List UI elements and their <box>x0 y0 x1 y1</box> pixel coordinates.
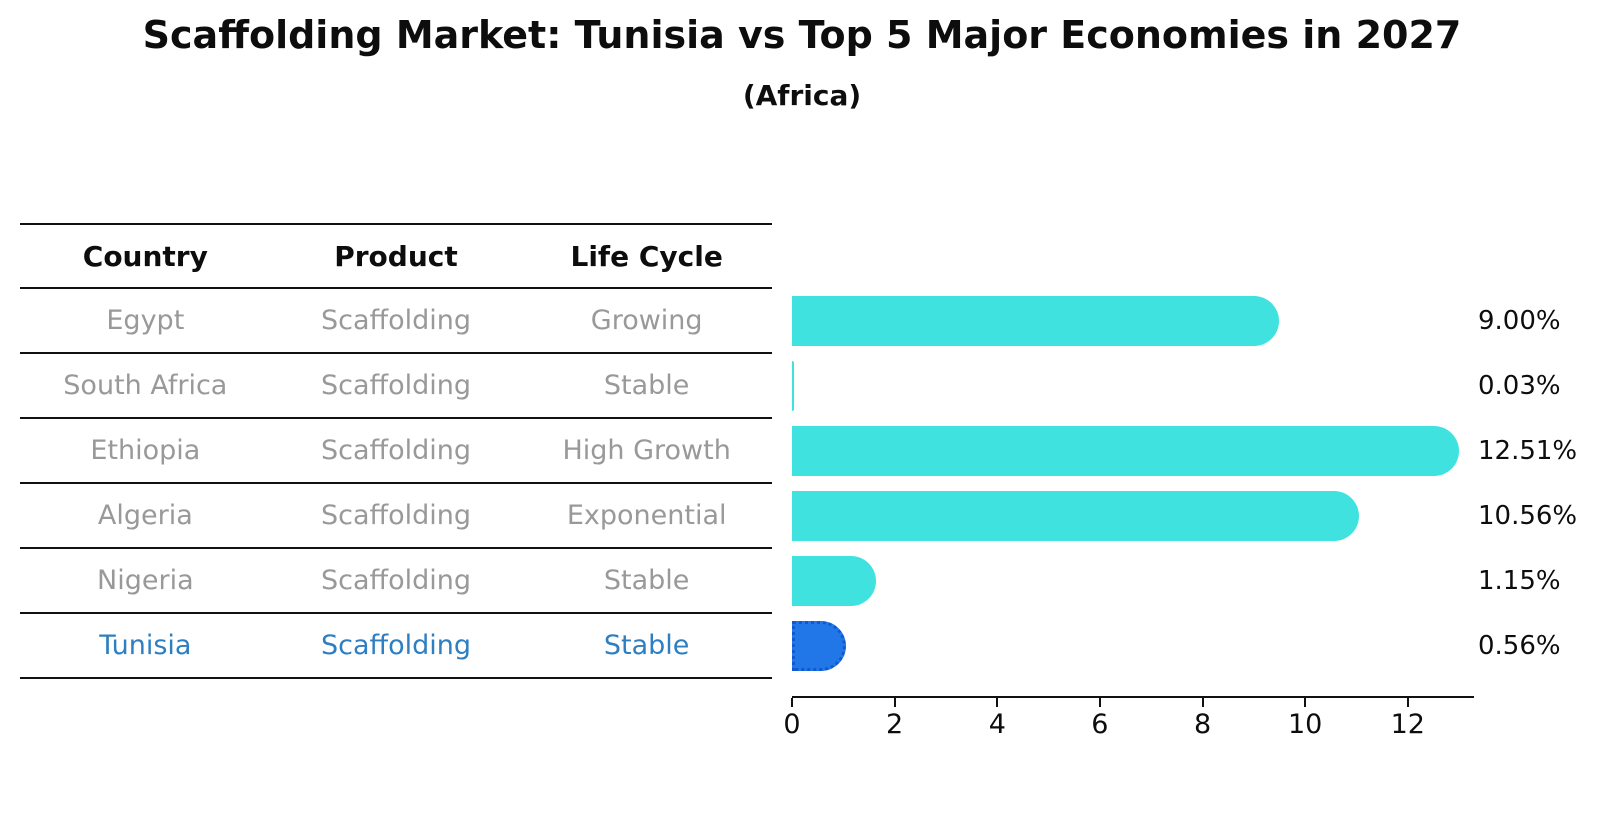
cell-life-cycle: Stable <box>603 370 690 401</box>
cell-product: Scaffolding <box>320 435 472 466</box>
bar-nigeria <box>792 556 876 606</box>
cell-country: Ethiopia <box>90 435 201 466</box>
cell-product: Scaffolding <box>320 500 472 531</box>
value-label-tunisia: 0.56% <box>1478 631 1561 661</box>
tick-mark <box>1304 698 1307 707</box>
cell-life-cycle: Exponential <box>566 500 727 531</box>
tick-label: 8 <box>1194 709 1212 740</box>
cell-country: South Africa <box>63 370 228 401</box>
cell-country: Egypt <box>106 305 185 336</box>
table-header-row: Country Product Life Cycle <box>20 223 772 289</box>
value-label-ethiopia: 12.51% <box>1478 436 1578 466</box>
tick-label: 12 <box>1390 709 1425 740</box>
tick-label: 6 <box>1091 709 1109 740</box>
value-label-algeria: 10.56% <box>1478 501 1578 531</box>
bar-south-africa <box>792 361 794 411</box>
tick-label: 4 <box>988 709 1006 740</box>
country-table: Country Product Life Cycle Egypt Scaffol… <box>20 223 772 679</box>
cell-country: Algeria <box>97 500 193 531</box>
cell-product: Scaffolding <box>320 565 472 596</box>
cell-life-cycle: Stable <box>603 565 690 596</box>
cell-life-cycle: Stable <box>603 630 690 661</box>
tick-label: 2 <box>886 709 904 740</box>
column-header-country: Country <box>82 239 208 273</box>
bar-tunisia <box>792 621 846 671</box>
table-row: Egypt Scaffolding Growing <box>20 289 772 354</box>
value-label-nigeria: 1.15% <box>1478 566 1561 596</box>
tick-label: 10 <box>1288 709 1323 740</box>
tick-mark <box>893 698 896 707</box>
table-row: South Africa Scaffolding Stable <box>20 354 772 419</box>
x-axis-line <box>792 696 1474 698</box>
chart-title: Scaffolding Market: Tunisia vs Top 5 Maj… <box>142 13 1462 57</box>
tick-mark <box>1098 698 1101 707</box>
bar-algeria <box>792 491 1359 541</box>
tick-mark <box>1406 698 1409 707</box>
table-row: Ethiopia Scaffolding High Growth <box>20 419 772 484</box>
table-row: Algeria Scaffolding Exponential <box>20 484 772 549</box>
table-row-highlighted: Tunisia Scaffolding Stable <box>20 614 772 679</box>
cell-life-cycle: Growing <box>590 305 703 336</box>
tick-mark <box>1201 698 1204 707</box>
tick-label: 0 <box>783 709 801 740</box>
column-header-life-cycle: Life Cycle <box>570 239 723 273</box>
cell-product: Scaffolding <box>320 370 472 401</box>
bar-egypt <box>792 296 1279 346</box>
tick-mark <box>996 698 999 707</box>
cell-product: Scaffolding <box>320 305 472 336</box>
cell-life-cycle: High Growth <box>562 435 731 466</box>
bar-ethiopia <box>792 426 1459 476</box>
cell-country: Tunisia <box>99 630 192 661</box>
cell-country: Nigeria <box>97 565 194 596</box>
value-label-egypt: 9.00% <box>1478 306 1561 336</box>
column-header-product: Product <box>334 239 458 273</box>
chart-subtitle: (Africa) <box>742 79 862 112</box>
bar-chart: 0 2 4 6 8 10 12 <box>783 223 1474 740</box>
value-label-south-africa: 0.03% <box>1478 371 1561 401</box>
tick-mark <box>791 698 793 707</box>
cell-product: Scaffolding <box>320 630 472 661</box>
table-row: Nigeria Scaffolding Stable <box>20 549 772 614</box>
